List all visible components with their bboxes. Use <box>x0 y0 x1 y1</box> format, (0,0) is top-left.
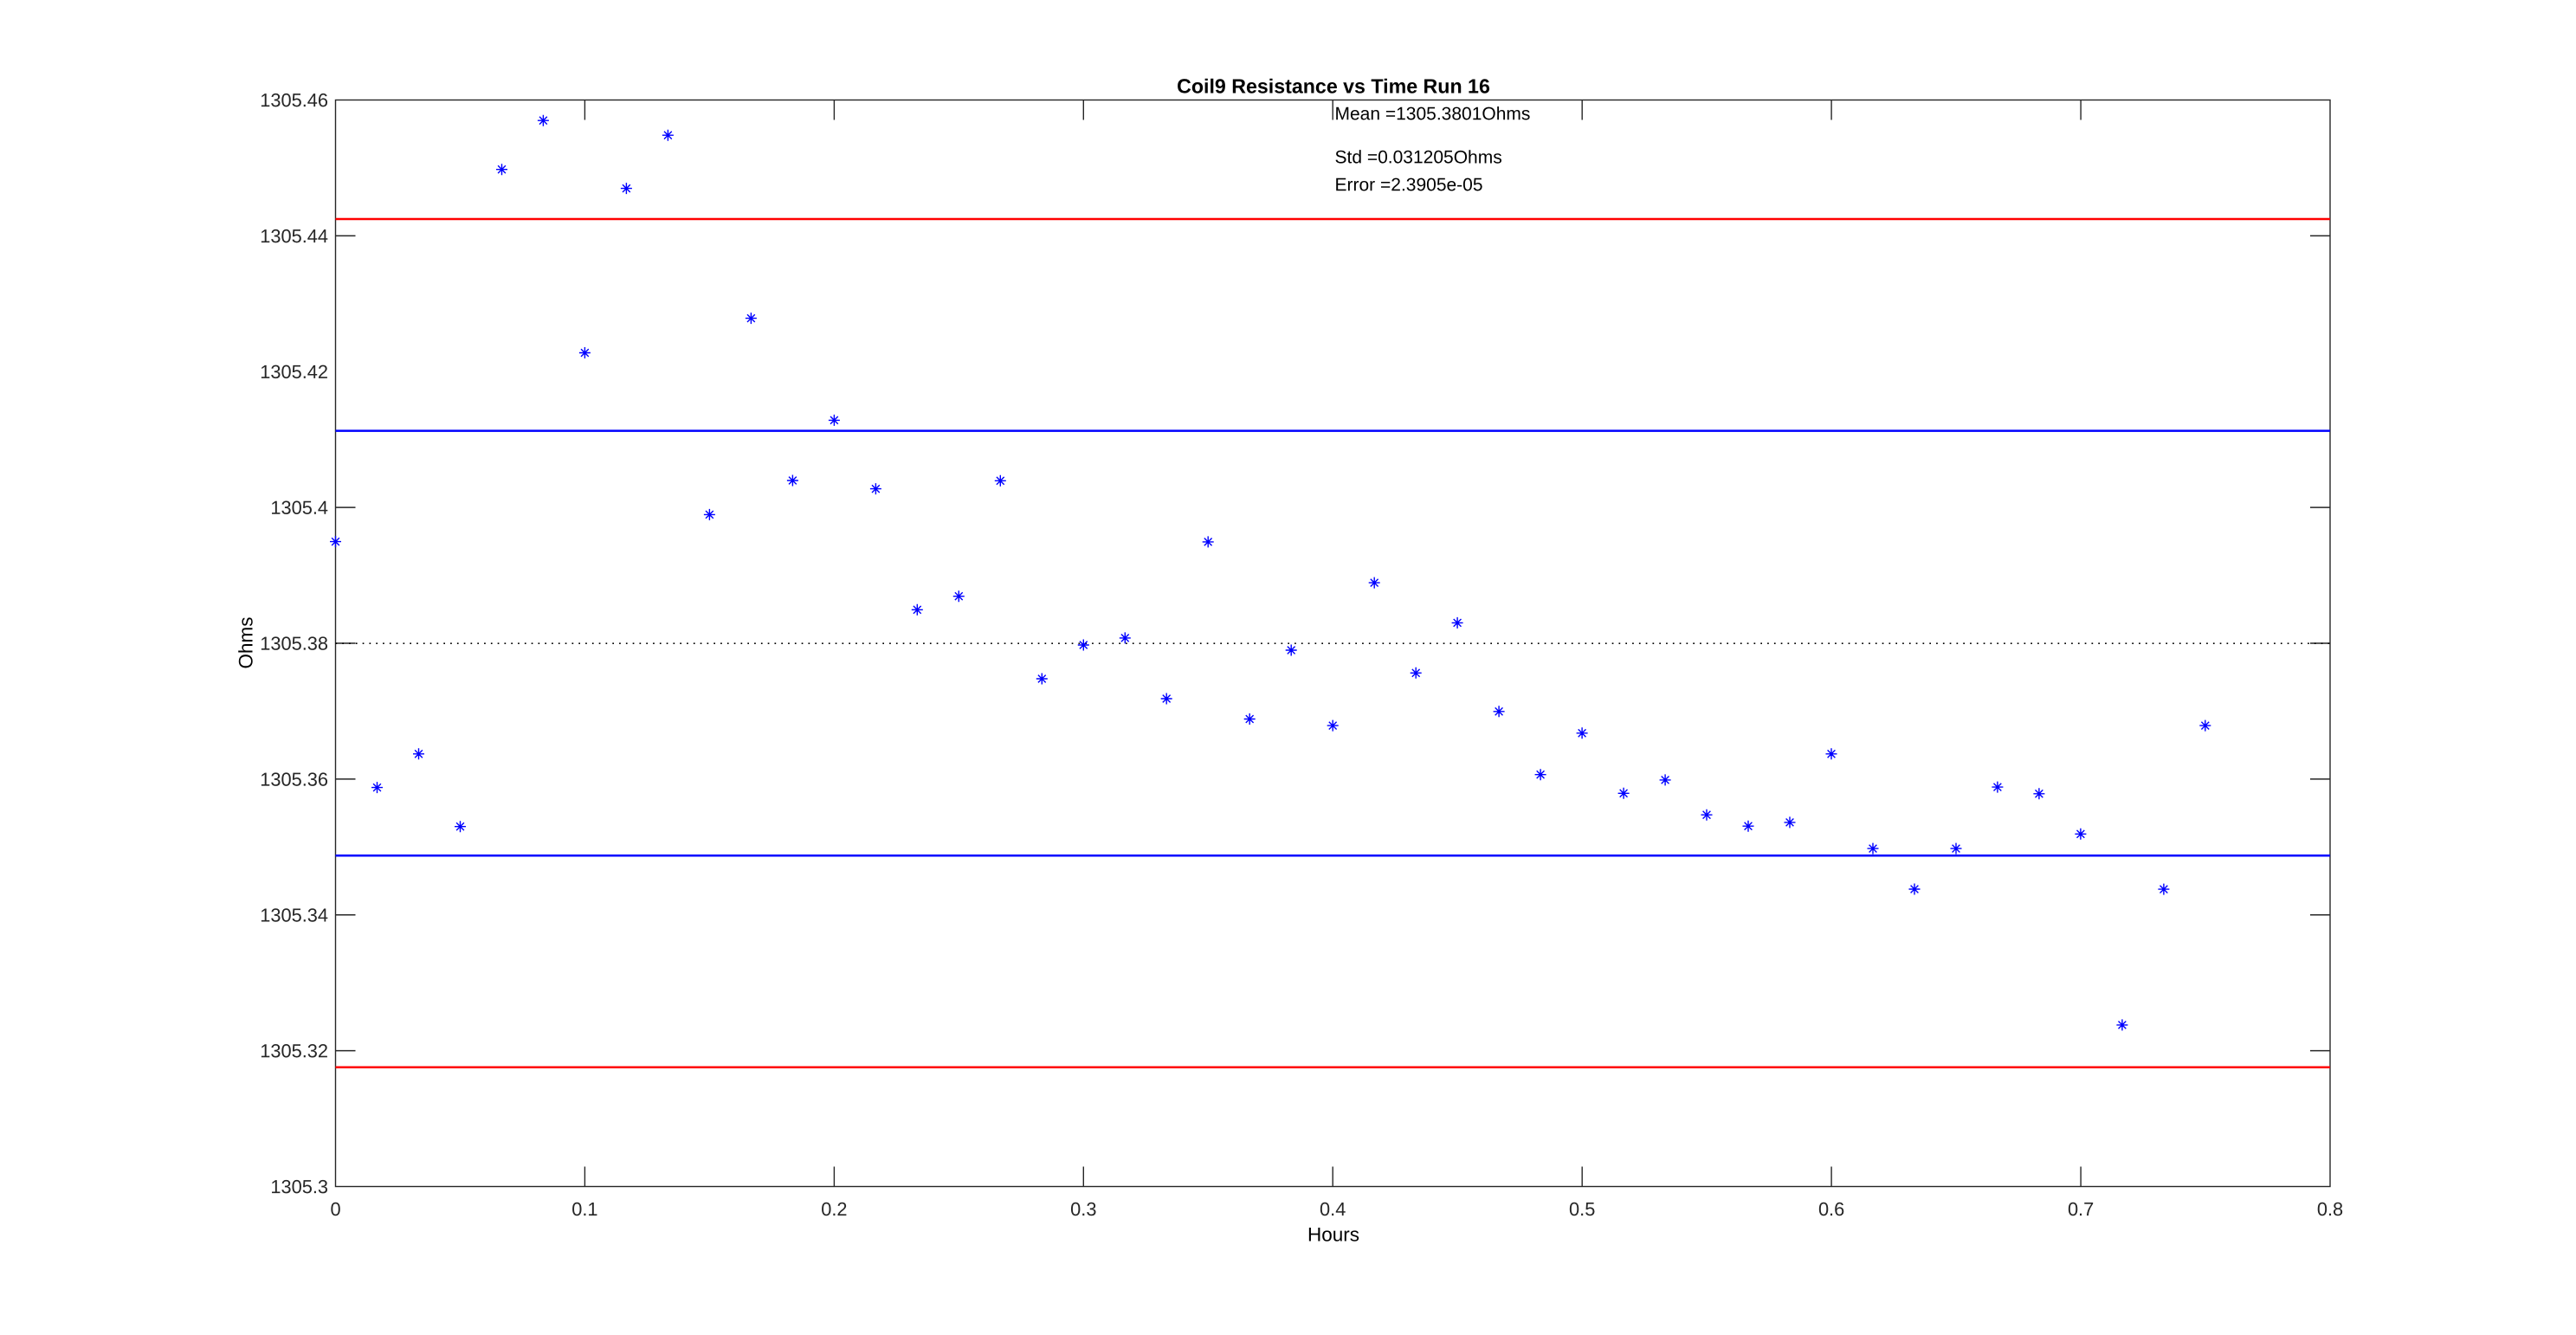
svg-text:0.7: 0.7 <box>2068 1198 2094 1220</box>
svg-text:0.4: 0.4 <box>1320 1198 1346 1220</box>
svg-text:0.2: 0.2 <box>821 1198 847 1220</box>
svg-text:Coil9 Resistance vs Time Run 1: Coil9 Resistance vs Time Run 16 <box>1177 74 1490 97</box>
svg-text:1305.34: 1305.34 <box>260 904 328 925</box>
svg-text:Error =2.3905e-05: Error =2.3905e-05 <box>1334 175 1482 195</box>
svg-text:1305.3: 1305.3 <box>270 1176 328 1197</box>
svg-text:Hours: Hours <box>1307 1223 1359 1245</box>
svg-text:1305.38: 1305.38 <box>260 633 328 655</box>
svg-text:Mean =1305.3801Ohms: Mean =1305.3801Ohms <box>1334 104 1530 124</box>
svg-text:0.6: 0.6 <box>1818 1198 1844 1220</box>
svg-text:Std =0.031205Ohms: Std =0.031205Ohms <box>1334 147 1501 167</box>
svg-text:0.3: 0.3 <box>1070 1198 1096 1220</box>
svg-text:0.5: 0.5 <box>1569 1198 1595 1220</box>
svg-text:1305.4: 1305.4 <box>270 497 328 519</box>
svg-text:1305.42: 1305.42 <box>260 361 328 383</box>
svg-text:1305.46: 1305.46 <box>260 89 328 111</box>
svg-text:0.1: 0.1 <box>571 1198 597 1220</box>
svg-text:0: 0 <box>330 1198 340 1220</box>
svg-text:Ohms: Ohms <box>235 616 256 668</box>
svg-text:1305.36: 1305.36 <box>260 769 328 790</box>
svg-text:1305.32: 1305.32 <box>260 1040 328 1061</box>
svg-text:1305.44: 1305.44 <box>260 225 328 247</box>
svg-text:0.8: 0.8 <box>2317 1198 2343 1220</box>
